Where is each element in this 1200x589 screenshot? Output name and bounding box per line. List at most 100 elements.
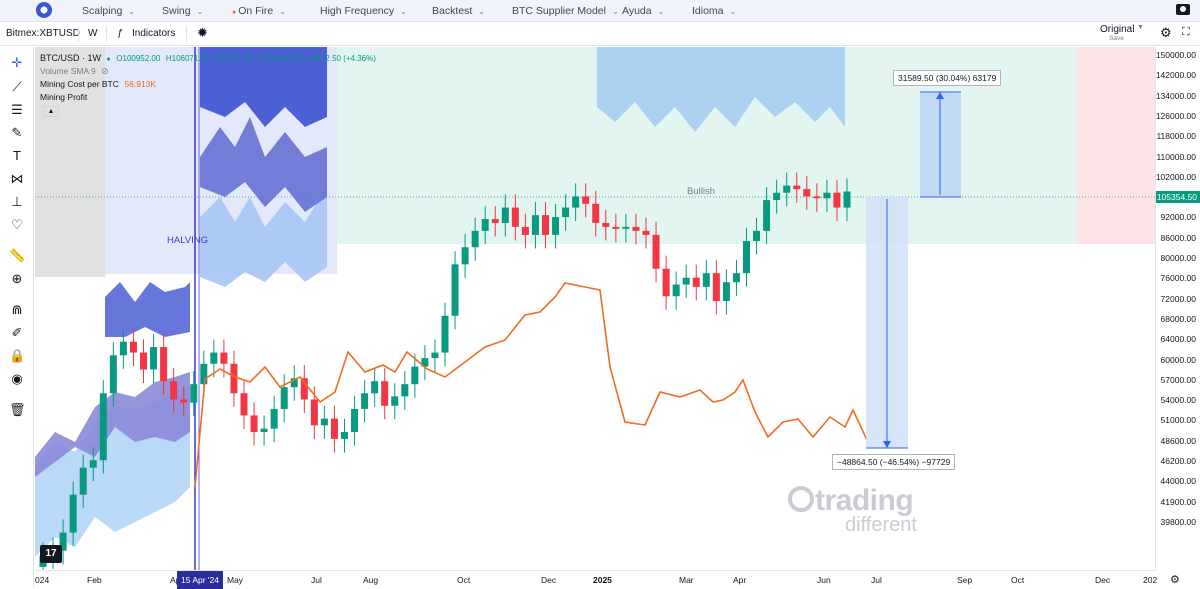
candle-body[interactable] <box>310 399 318 426</box>
candle-body[interactable] <box>391 396 399 406</box>
chart-area[interactable]: HALVING Bullish 31589.50 (30.04%) 63179 … <box>35 47 1155 570</box>
candle-body[interactable] <box>150 347 158 370</box>
trend-line-icon[interactable]: ⟋ <box>12 79 22 94</box>
candle-body[interactable] <box>572 196 580 208</box>
volume-label[interactable]: Volume SMA 9 <box>40 66 96 76</box>
candle-body[interactable] <box>220 352 228 364</box>
trash-icon[interactable]: 🗑 <box>9 402 26 417</box>
price-axis[interactable]: 150000.00 142000.00 134000.00 126000.00 1180… <box>1155 47 1200 570</box>
fullscreen-icon[interactable]: ⛶ <box>1182 26 1190 38</box>
candle-body[interactable] <box>793 185 801 190</box>
heart-icon[interactable]: ♡ <box>11 217 23 232</box>
nav-item-3[interactable]: High Frequency ⌄ <box>320 5 407 17</box>
candle-body[interactable] <box>722 282 730 302</box>
candle-body[interactable] <box>511 207 519 227</box>
nav-item-2[interactable]: ● On Fire ⌄ <box>232 5 286 17</box>
candle-body[interactable] <box>712 273 720 302</box>
candle-body[interactable] <box>140 352 147 370</box>
candle-body[interactable] <box>552 217 560 235</box>
lock-drawing-icon[interactable]: ✐ <box>11 325 23 340</box>
candle-body[interactable] <box>230 363 238 394</box>
horizontal-lines-icon[interactable]: ☰ <box>11 102 23 117</box>
candle-body[interactable] <box>441 315 449 353</box>
nav-item-1[interactable]: Swing ⌄ <box>162 5 203 17</box>
candle-body[interactable] <box>240 393 248 416</box>
axis-settings-icon[interactable]: ⚙ <box>1170 574 1180 586</box>
candle-body[interactable] <box>833 192 841 208</box>
indicators-icon[interactable]: ƒ <box>117 28 123 39</box>
camera-icon[interactable] <box>1176 4 1190 15</box>
candle-body[interactable] <box>290 378 298 388</box>
price-chart[interactable] <box>35 47 1155 570</box>
candle-body[interactable] <box>260 428 268 433</box>
candle-body[interactable] <box>501 207 509 223</box>
candle-body[interactable] <box>59 532 67 551</box>
candle-body[interactable] <box>320 418 328 426</box>
crosshair-icon[interactable]: ✛ <box>11 55 23 70</box>
candle-body[interactable] <box>803 189 811 197</box>
candle-body[interactable] <box>461 247 469 265</box>
candle-body[interactable] <box>743 241 750 274</box>
candle-body[interactable] <box>642 230 650 235</box>
candle-body[interactable] <box>692 277 700 287</box>
candle-body[interactable] <box>451 264 459 316</box>
candle-body[interactable] <box>813 196 821 199</box>
candle-body[interactable] <box>662 268 670 297</box>
candle-body[interactable] <box>763 200 771 231</box>
candle-body[interactable] <box>270 408 278 429</box>
candle-body[interactable] <box>592 203 600 223</box>
candle-body[interactable] <box>702 273 710 287</box>
brush-icon[interactable]: ✎ <box>11 125 23 140</box>
candle-body[interactable] <box>129 341 137 353</box>
candle-body[interactable] <box>582 196 590 204</box>
mining-profit-label[interactable]: Mining Profit <box>40 92 88 102</box>
candle-body[interactable] <box>481 219 489 231</box>
candle-body[interactable] <box>843 191 851 208</box>
pattern-icon[interactable]: ⋈ <box>10 171 24 186</box>
candle-body[interactable] <box>421 358 429 367</box>
time-axis[interactable]: 024 Feb Apr May Jul Aug Oct Dec 2025 Mar Apr Jun Jul… <box>35 570 1157 589</box>
candle-body[interactable] <box>280 387 288 409</box>
pair-label[interactable]: BTC/USD · 1W <box>40 53 102 63</box>
candle-body[interactable] <box>732 273 740 283</box>
candle-body[interactable] <box>381 381 389 406</box>
candle-body[interactable] <box>250 415 258 433</box>
nav-item-0[interactable]: Scalping ⌄ <box>82 5 135 17</box>
original-button[interactable]: Original <box>1100 24 1135 35</box>
candle-body[interactable] <box>542 215 549 235</box>
candle-body[interactable] <box>531 215 539 235</box>
candle-body[interactable] <box>69 494 77 533</box>
candle-body[interactable] <box>783 185 791 193</box>
ruler-icon[interactable]: 📏 <box>9 248 26 263</box>
candle-body[interactable] <box>471 230 479 248</box>
candle-body[interactable] <box>682 277 690 285</box>
candle-body[interactable] <box>210 352 218 364</box>
candle-body[interactable] <box>99 393 107 461</box>
candle-body[interactable] <box>411 366 419 385</box>
mining-cost-label[interactable]: Mining Cost per BTC <box>40 79 119 89</box>
indicators-button[interactable]: Indicators <box>132 28 176 39</box>
candle-body[interactable] <box>361 393 369 409</box>
collapse-legend-icon[interactable]: ▲ <box>43 106 59 117</box>
lock-icon[interactable]: 🔒 <box>9 348 26 363</box>
candle-body[interactable] <box>521 226 529 235</box>
candle-body[interactable] <box>341 432 348 439</box>
candle-body[interactable] <box>562 207 570 218</box>
magnet-icon[interactable]: ⋒ <box>11 302 23 317</box>
candle-body[interactable] <box>602 222 610 227</box>
candle-body[interactable] <box>170 381 178 400</box>
nav-item-5[interactable]: BTC Supplier Model ⌄ <box>512 5 619 17</box>
candle-body[interactable] <box>823 192 831 199</box>
save-label[interactable]: Save <box>1109 35 1124 42</box>
candle-body[interactable] <box>652 234 660 269</box>
settings-gear-icon[interactable]: ✹ <box>197 25 208 40</box>
candle-body[interactable] <box>160 347 168 382</box>
candle-body[interactable] <box>612 226 620 229</box>
candle-body[interactable] <box>672 284 680 297</box>
gear-icon[interactable]: ⚙ <box>1160 25 1172 40</box>
candle-body[interactable] <box>351 408 359 433</box>
nav-item-7[interactable]: Idioma ⌄ <box>692 5 736 17</box>
eye-off-icon[interactable]: ⊘ <box>101 66 109 76</box>
text-icon[interactable]: T <box>13 148 21 163</box>
candle-body[interactable] <box>200 363 208 385</box>
